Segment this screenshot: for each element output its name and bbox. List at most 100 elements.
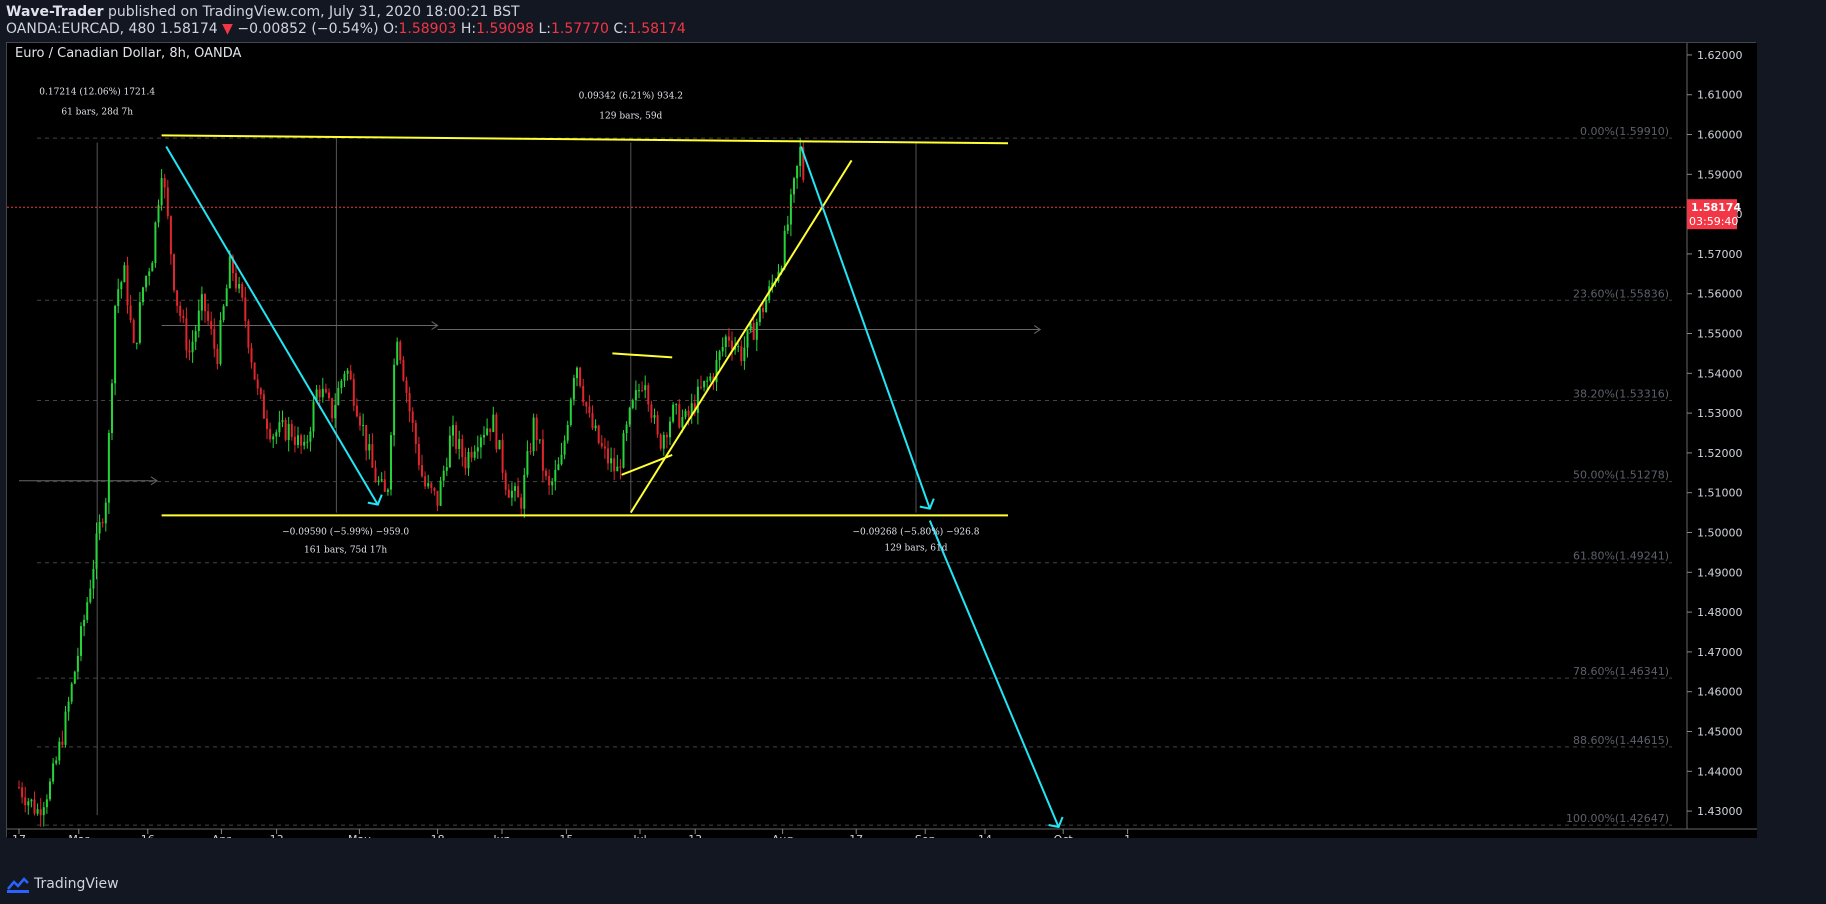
candle-body <box>275 432 278 437</box>
candle-body <box>743 347 746 362</box>
x-tick-label: Oct <box>1054 833 1074 838</box>
candle-body <box>600 442 603 447</box>
y-tick-label: 1.56000 <box>1697 288 1743 301</box>
candle-body <box>665 434 668 438</box>
candle-body <box>123 265 126 283</box>
x-tick-label: Sep <box>915 833 936 838</box>
candle-body <box>473 451 476 458</box>
price-chart[interactable]: 1.43000 1.44000 1.45000 1.46000 1.47000 1.480… <box>7 43 1757 846</box>
candle-body <box>21 787 24 798</box>
candle-body <box>222 306 225 321</box>
tradingview-logo-icon[interactable] <box>6 876 30 894</box>
candle-body <box>213 328 216 349</box>
chart-frame[interactable]: 1.43000 1.44000 1.45000 1.46000 1.47000 1.480… <box>6 42 1757 846</box>
candle-body <box>541 439 544 471</box>
x-tick-label: 17 <box>849 833 863 838</box>
y-tick-label: 1.44000 <box>1697 765 1743 778</box>
candle-body <box>796 165 799 179</box>
low-label: L: <box>538 21 551 37</box>
candle-body <box>281 420 284 423</box>
candle-body <box>585 402 588 407</box>
candle-body <box>746 330 749 348</box>
candle-body <box>95 533 98 569</box>
candle-body <box>86 602 89 620</box>
candle-body <box>324 388 327 393</box>
candle-body <box>718 351 721 360</box>
candle-body <box>653 415 656 418</box>
candle-body <box>582 385 585 403</box>
candle-body <box>111 383 113 433</box>
candle-body <box>569 399 572 426</box>
candle-body <box>597 425 600 443</box>
candle-body <box>207 311 210 321</box>
candle-body <box>492 414 495 433</box>
candle-body <box>73 671 76 684</box>
candle-body <box>163 178 166 188</box>
candle-body <box>464 457 467 469</box>
candle-body <box>238 284 241 289</box>
measurement-span: 161 bars, 75d 17h <box>304 545 387 555</box>
candle-body <box>634 390 637 401</box>
candle-body <box>461 439 464 458</box>
fib-level-label: 100.00%(1.42647) <box>1566 812 1669 825</box>
y-tick-label: 1.47000 <box>1697 646 1743 659</box>
chart-background <box>7 43 1757 838</box>
footer-brand[interactable]: TradingView <box>34 876 119 892</box>
candle-body <box>297 435 299 445</box>
candle-body <box>343 373 346 381</box>
candle-body <box>145 276 148 288</box>
candle-body <box>396 341 399 365</box>
candle-body <box>724 336 727 347</box>
candle-body <box>284 420 287 440</box>
candle-body <box>132 320 135 343</box>
candle-body <box>352 379 355 406</box>
candle-body <box>101 522 104 524</box>
y-tick-label: 1.50000 <box>1697 527 1743 540</box>
candle-body <box>690 403 693 416</box>
fib-level-label: 78.60%(1.46341) <box>1573 665 1669 678</box>
candle-body <box>36 809 39 814</box>
candle-body <box>470 452 473 458</box>
fib-level-label: 50.00%(1.51278) <box>1573 469 1669 482</box>
fib-level-label: 61.80%(1.49241) <box>1573 550 1669 563</box>
candle-body <box>560 454 563 465</box>
candle-body <box>793 178 795 195</box>
candle-body <box>247 321 250 348</box>
candle-body <box>42 807 45 816</box>
candle-body <box>662 434 665 449</box>
y-tick-label: 1.57000 <box>1697 248 1743 261</box>
candles-layer <box>18 138 805 827</box>
candle-body <box>33 799 36 814</box>
candle-body <box>783 230 786 269</box>
upper-channel-line <box>161 134 1009 145</box>
candle-body <box>197 310 200 332</box>
candle-body <box>250 347 253 363</box>
candle-body <box>148 271 151 277</box>
x-tick-label: 1 <box>1124 833 1131 838</box>
candle-body <box>740 346 743 362</box>
candle-body <box>76 655 79 672</box>
candle-body <box>715 359 718 383</box>
y-tick-label: 1.62000 <box>1697 49 1743 62</box>
x-tick-label: Mar <box>68 833 89 838</box>
price-change: −0.00852 (−0.54%) <box>237 21 379 37</box>
candle-body <box>262 394 265 419</box>
candle-body <box>696 386 699 413</box>
candle-body <box>45 799 48 808</box>
candle-body <box>504 472 507 490</box>
candle-body <box>166 187 169 217</box>
candle-body <box>495 414 498 450</box>
candle-body <box>594 425 597 429</box>
candle-body <box>535 417 538 441</box>
last-price-label: 1.58174 <box>1691 201 1741 214</box>
candle-body <box>293 436 296 445</box>
candle-body <box>752 323 755 340</box>
candle-body <box>625 424 628 434</box>
author-link[interactable]: Wave-Trader <box>6 4 104 20</box>
candle-body <box>545 470 547 477</box>
candle-body <box>445 467 448 471</box>
candle-body <box>408 392 411 412</box>
candle-body <box>303 441 306 446</box>
fib-level-label: 88.60%(1.44615) <box>1573 734 1669 747</box>
candle-body <box>368 444 371 451</box>
